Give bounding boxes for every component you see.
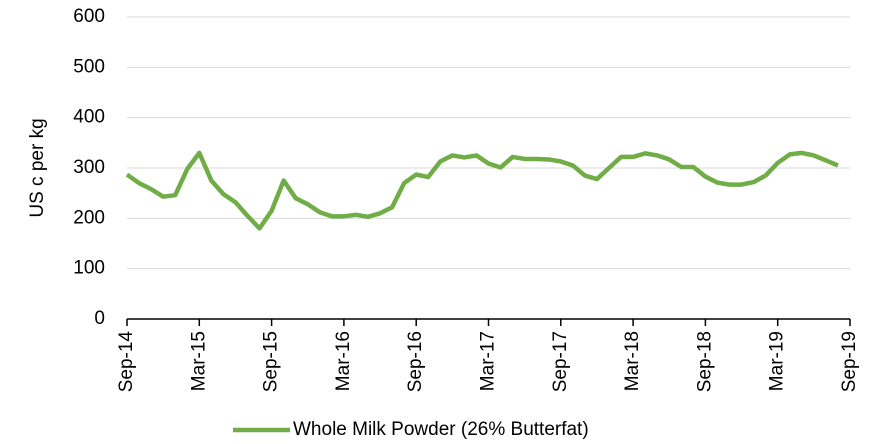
x-tick-label: Sep-19 <box>839 331 860 392</box>
x-tick-label: Sep-14 <box>116 331 137 393</box>
x-tick-label: Mar-19 <box>767 331 788 391</box>
x-tick-label: Mar-16 <box>333 331 354 391</box>
x-tick-label: Sep-16 <box>405 331 426 392</box>
y-tick-label: 300 <box>73 157 105 178</box>
x-tick-label: Mar-18 <box>622 331 643 391</box>
x-tick-label: Mar-15 <box>188 331 209 391</box>
x-tick-label: Sep-18 <box>694 331 715 392</box>
x-tick-label: Sep-15 <box>261 331 282 392</box>
data-line <box>125 150 839 231</box>
y-tick-label: 200 <box>73 207 105 228</box>
y-tick-label: 0 <box>94 308 105 329</box>
y-tick-label: 500 <box>73 56 105 77</box>
y-tick-label: 400 <box>73 107 105 128</box>
legend-label: Whole Milk Powder (26% Butterfat) <box>293 419 589 440</box>
y-tick-label: 100 <box>73 258 105 279</box>
x-tick-label: Mar-17 <box>478 331 499 391</box>
x-tick-label: Sep-17 <box>550 331 571 392</box>
y-axis-label: US c per kg <box>27 118 48 217</box>
y-tick-label: 600 <box>73 6 105 27</box>
